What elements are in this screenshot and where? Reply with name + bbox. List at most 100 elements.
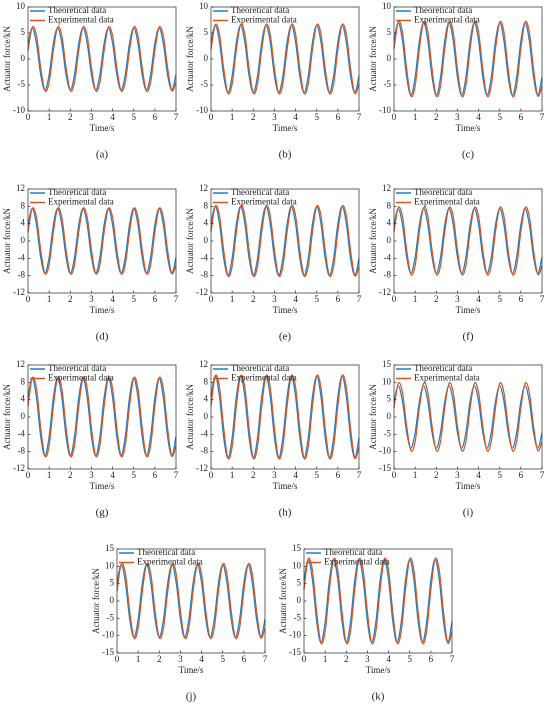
caption: (i) xyxy=(463,507,474,519)
y-tick-label: 5 xyxy=(110,578,115,588)
x-tick-label: 4 xyxy=(199,654,204,664)
x-tick-label: 5 xyxy=(131,294,136,304)
y-tick-label: -5 xyxy=(18,79,26,89)
x-tick-label: 2 xyxy=(251,112,256,122)
y-tick-label: 0 xyxy=(21,53,26,63)
caption: (d) xyxy=(96,331,109,343)
x-tick-label: 1 xyxy=(230,470,235,480)
y-tick-label: -8 xyxy=(18,446,26,456)
x-tick-label: 6 xyxy=(519,470,524,480)
x-axis-label: Time/s xyxy=(366,665,391,675)
y-tick-label: -12 xyxy=(379,287,391,297)
data-line xyxy=(303,558,453,644)
y-tick-label: 4 xyxy=(204,394,209,404)
y-axis-label: Actuator force/kN xyxy=(368,26,378,92)
data-line xyxy=(116,563,266,639)
caption: (h) xyxy=(279,507,292,519)
x-axis-label: Time/s xyxy=(90,305,115,315)
y-tick-label: 10 xyxy=(199,1,209,11)
y-tick-label: -4 xyxy=(201,428,209,438)
y-tick-label: -10 xyxy=(102,630,114,640)
x-axis-label: Time/s xyxy=(273,481,298,491)
y-tick-label: -10 xyxy=(379,105,391,115)
data-line xyxy=(393,207,543,275)
data-line xyxy=(27,27,177,91)
x-tick-label: 0 xyxy=(392,470,397,480)
y-axis-label: Actuator force/kN xyxy=(185,384,195,450)
y-tick-label: -4 xyxy=(201,252,209,262)
x-tick-label: 3 xyxy=(455,470,460,480)
legend-label: Theoretical data xyxy=(137,547,195,557)
x-tick-label: 0 xyxy=(209,470,214,480)
x-tick-label: 0 xyxy=(115,654,120,664)
data-line xyxy=(27,207,177,275)
x-tick-label: 3 xyxy=(272,294,277,304)
x-tick-label: 3 xyxy=(272,112,277,122)
x-tick-label: 1 xyxy=(47,112,52,122)
legend-label: Experimental data xyxy=(48,15,114,25)
y-tick-label: -10 xyxy=(196,105,208,115)
legend-label: Theoretical data xyxy=(414,187,472,197)
y-tick-label: -10 xyxy=(289,630,301,640)
x-tick-label: 7 xyxy=(450,654,455,664)
y-tick-label: 5 xyxy=(21,27,26,37)
legend-label: Experimental data xyxy=(231,15,297,25)
y-tick-label: 0 xyxy=(387,235,392,245)
x-tick-label: 7 xyxy=(174,112,179,122)
legend-label: Experimental data xyxy=(231,373,297,383)
data-line xyxy=(210,23,360,95)
y-axis-label: Actuator force/kN xyxy=(2,208,12,274)
caption: (k) xyxy=(372,691,385,703)
y-tick-label: -5 xyxy=(201,79,209,89)
y-tick-label: 0 xyxy=(21,235,26,245)
x-tick-label: 5 xyxy=(314,112,319,122)
y-tick-label: 15 xyxy=(382,359,392,369)
x-tick-label: 4 xyxy=(110,470,115,480)
x-tick-label: 6 xyxy=(336,294,341,304)
x-tick-label: 7 xyxy=(174,294,179,304)
x-tick-label: 7 xyxy=(540,294,545,304)
x-tick-label: 0 xyxy=(26,470,31,480)
x-tick-label: 1 xyxy=(47,294,52,304)
x-tick-label: 2 xyxy=(68,294,73,304)
x-tick-label: 2 xyxy=(68,470,73,480)
y-tick-label: -4 xyxy=(18,252,26,262)
y-tick-label: 4 xyxy=(21,218,26,228)
x-tick-label: 6 xyxy=(336,112,341,122)
y-tick-label: 5 xyxy=(204,27,209,37)
y-tick-label: -8 xyxy=(384,270,392,280)
y-tick-label: -4 xyxy=(18,428,26,438)
x-tick-label: 1 xyxy=(230,294,235,304)
subplot: 0 1 2 3 4 5 6 7 -10 -5 0 5 10 Time/s Actuator force/kN… xyxy=(185,1,362,160)
data-line xyxy=(27,207,177,275)
x-tick-label: 2 xyxy=(68,112,73,122)
legend-label: Experimental data xyxy=(231,197,297,207)
x-tick-label: 6 xyxy=(519,294,524,304)
y-tick-label: 10 xyxy=(292,560,302,570)
x-tick-label: 2 xyxy=(251,470,256,480)
subplot: 0 1 2 3 4 5 6 7 -15 -10 -5 0 5 10 15 Time/s Actuator for… xyxy=(91,543,268,702)
x-tick-label: 1 xyxy=(413,294,418,304)
y-tick-label: -10 xyxy=(379,446,391,456)
x-tick-label: 6 xyxy=(242,654,247,664)
y-tick-label: 8 xyxy=(387,200,392,210)
legend-label: Theoretical data xyxy=(48,5,106,15)
y-tick-label: 10 xyxy=(16,1,26,11)
x-tick-label: 3 xyxy=(89,294,94,304)
legend-label: Experimental data xyxy=(324,557,390,567)
x-axis-label: Time/s xyxy=(273,305,298,315)
y-tick-label: 8 xyxy=(204,376,209,386)
legend-label: Theoretical data xyxy=(414,363,472,373)
x-tick-label: 2 xyxy=(434,294,439,304)
x-tick-label: 2 xyxy=(344,654,349,664)
y-axis-label: Actuator force/kN xyxy=(2,26,12,92)
y-tick-label: -10 xyxy=(13,105,25,115)
data-line xyxy=(393,382,543,452)
legend-label: Theoretical data xyxy=(231,363,289,373)
y-tick-label: 12 xyxy=(382,183,391,193)
legend-label: Theoretical data xyxy=(324,547,382,557)
legend-label: Theoretical data xyxy=(414,5,472,15)
y-tick-label: 0 xyxy=(297,595,302,605)
x-tick-label: 6 xyxy=(429,654,434,664)
